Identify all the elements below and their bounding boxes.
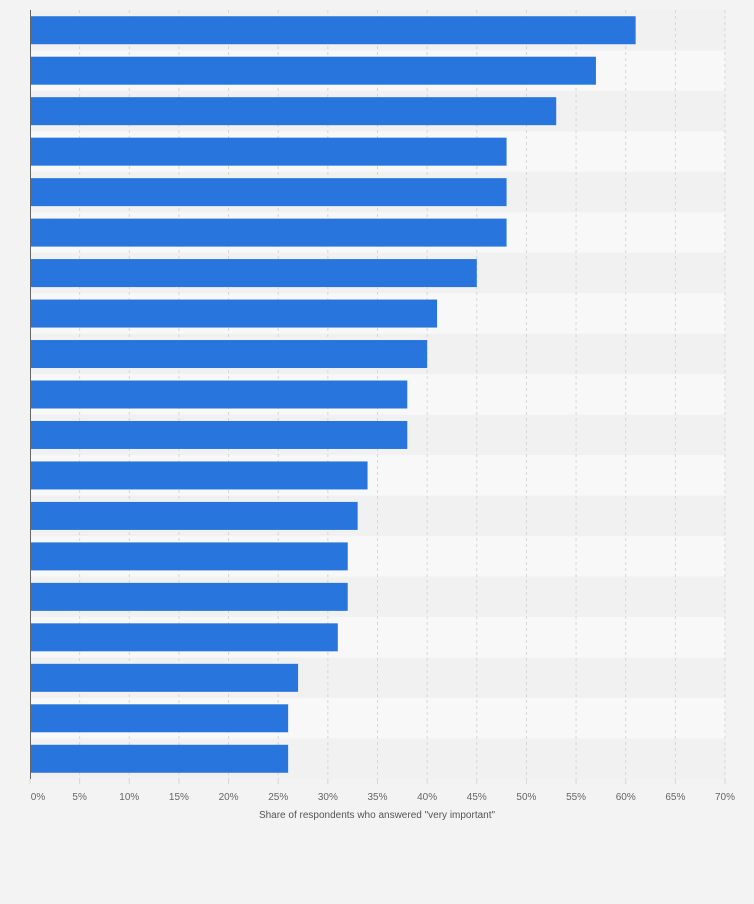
bar	[30, 178, 507, 207]
x-tick-label: 10%	[119, 792, 139, 803]
x-tick-label: 45%	[467, 792, 487, 803]
x-tick-label: 20%	[219, 792, 239, 803]
x-tick-label: 25%	[268, 792, 288, 803]
bar	[30, 420, 408, 449]
x-tick-label: 70%	[715, 792, 735, 803]
x-tick-label: 40%	[417, 792, 437, 803]
bar	[30, 16, 636, 45]
bar	[30, 663, 299, 692]
x-axis-label: Share of respondents who answered "very …	[259, 810, 496, 821]
bar	[30, 542, 348, 571]
x-tick-label: 65%	[665, 792, 685, 803]
bar	[30, 137, 507, 166]
bar	[30, 582, 348, 611]
x-tick-label: 30%	[318, 792, 338, 803]
bar	[30, 704, 289, 733]
x-tick-label: 15%	[169, 792, 189, 803]
bar	[30, 56, 596, 85]
bar	[30, 97, 557, 126]
bar	[30, 623, 338, 652]
x-tick-label: 50%	[516, 792, 536, 803]
bar	[30, 340, 428, 369]
bar	[30, 299, 438, 328]
bar	[30, 380, 408, 409]
bar	[30, 461, 368, 490]
bar	[30, 259, 477, 288]
x-tick-labels: 0% 5% 10% 15% 20% 25% 30% 35% 40% 45% 50% 55% 60% 65%…	[29, 779, 735, 803]
x-tick-label: 0%	[31, 792, 46, 803]
bar	[30, 501, 358, 530]
x-tick-label: 35%	[367, 792, 387, 803]
x-tick-label: 60%	[616, 792, 636, 803]
bar	[30, 744, 289, 773]
bars	[30, 16, 636, 773]
x-tick-label: 55%	[566, 792, 586, 803]
bar	[30, 218, 507, 247]
x-tick-label: 5%	[72, 792, 87, 803]
